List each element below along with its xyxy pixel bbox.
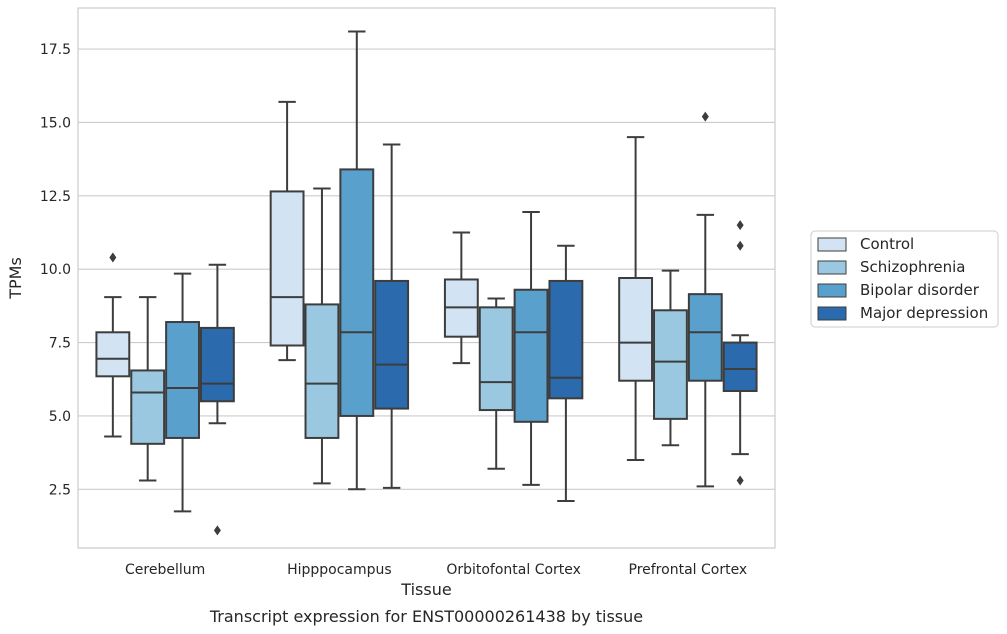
box-0-1 (130, 296, 166, 482)
chart-caption: Transcript expression for ENST0000026143… (209, 607, 643, 626)
box-iqr (618, 277, 654, 382)
x-tick-label: Cerebellum (125, 562, 205, 578)
box-3-3 (722, 220, 758, 486)
outlier-point (736, 240, 744, 251)
box-iqr (199, 326, 235, 403)
box-iqr (653, 309, 688, 420)
box-0-2 (165, 272, 200, 513)
box-iqr (130, 369, 166, 445)
box-1-0 (269, 100, 305, 362)
legend-label: Major depression (860, 304, 988, 322)
legend-swatch (817, 306, 847, 321)
box-2-0 (443, 231, 479, 365)
box-iqr (95, 331, 131, 378)
box-iqr (304, 303, 340, 439)
legend-item: Major depression (817, 304, 988, 322)
legend-frame (810, 230, 999, 328)
outlier-point (213, 525, 221, 536)
y-axis-ticks: 2.5 5.0 7.5 10.0 12.5 15.0 17.5 (40, 42, 71, 498)
outlier-point (109, 252, 117, 263)
x-axis-label: Tissue (400, 580, 451, 599)
box-2-1 (478, 297, 514, 470)
y-tick-label: 7.5 (49, 336, 71, 352)
box-3-2 (687, 111, 723, 488)
legend: Control Schizophrenia Bipolar disorder Majo… (810, 230, 999, 328)
box-iqr (548, 279, 584, 400)
legend-item: Bipolar disorder (817, 281, 980, 299)
legend-label: Control (860, 235, 914, 253)
y-tick-label: 12.5 (40, 189, 71, 205)
y-tick-label: 2.5 (49, 482, 71, 498)
box-iqr (687, 293, 723, 382)
x-tick-label: Hipppocampus (287, 562, 392, 578)
legend-item: Schizophrenia (817, 258, 965, 276)
plot-area-frame (77, 7, 776, 549)
y-tick-label: 5.0 (49, 409, 71, 425)
legend-swatch (817, 260, 847, 275)
box-0-3 (199, 263, 235, 536)
legend-swatch (817, 237, 847, 252)
box-iqr (339, 168, 375, 417)
outlier-point (701, 111, 709, 122)
box-3-0 (618, 136, 654, 461)
box-1-3 (374, 143, 410, 489)
y-tick-label: 15.0 (40, 115, 71, 131)
legend-label: Bipolar disorder (860, 281, 980, 299)
y-axis-label: TPMs (6, 257, 25, 300)
box-1-1 (304, 187, 340, 485)
box-3-1 (653, 269, 688, 447)
legend-item: Control (817, 235, 914, 253)
legend-label: Schizophrenia (860, 258, 965, 276)
outlier-point (736, 220, 744, 231)
box-2-2 (513, 210, 549, 486)
box-2-3 (548, 244, 584, 503)
box-iqr (722, 341, 758, 392)
box-0-0 (95, 252, 131, 438)
box-iqr (513, 288, 549, 423)
box-1-2 (339, 30, 375, 491)
y-tick-label: 10.0 (40, 262, 71, 278)
box-iqr (478, 306, 514, 412)
x-tick-label: Orbitofontal Cortex (446, 562, 581, 578)
boxes (95, 30, 758, 536)
y-tick-label: 17.5 (40, 42, 71, 58)
box-iqr (269, 190, 305, 347)
x-tick-label: Prefrontal Cortex (629, 562, 748, 578)
box-iqr (165, 321, 200, 439)
plot-area-background (78, 8, 775, 548)
box-iqr (374, 279, 410, 410)
legend-swatch (817, 283, 847, 298)
x-axis-ticks: Cerebellum Hipppocampus Orbitofontal Corte… (125, 562, 747, 578)
outlier-point (736, 475, 744, 486)
